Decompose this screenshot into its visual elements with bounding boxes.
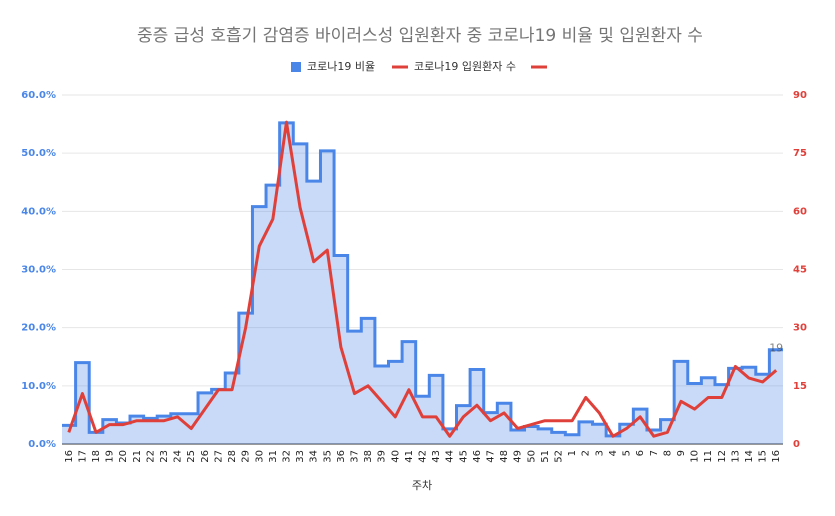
x-tick-label: 16 — [64, 450, 75, 463]
y-tick-label: 50.0% — [21, 148, 56, 159]
x-tick-label: 40 — [390, 450, 401, 463]
y-tick-label: 0.0% — [28, 439, 56, 450]
x-tick-label: 2 — [581, 450, 592, 456]
legend-swatch — [291, 62, 301, 72]
y2-tick-label: 75 — [793, 148, 807, 159]
x-tick-label: 47 — [486, 450, 497, 463]
x-tick-label: 12 — [717, 450, 728, 463]
x-tick-label: 7 — [649, 450, 660, 456]
x-tick-label: 52 — [554, 450, 565, 463]
x-tick-label: 51 — [540, 450, 551, 463]
y2-tick-label: 90 — [793, 90, 807, 101]
x-tick-label: 32 — [281, 450, 292, 463]
legend-label: 코로나19 비율 — [307, 60, 375, 73]
x-tick-label: 37 — [349, 450, 360, 463]
x-tick-label: 46 — [472, 450, 483, 463]
x-tick-label: 6 — [635, 450, 646, 456]
x-tick-label: 38 — [363, 450, 374, 463]
x-tick-label: 48 — [499, 450, 510, 463]
x-tick-label: 36 — [336, 450, 347, 463]
x-tick-label: 35 — [322, 450, 333, 463]
chart-title: 중증 급성 호흡기 감염증 바이러스성 입원환자 중 코로나19 비율 및 입원… — [137, 26, 703, 46]
x-tick-label: 25 — [186, 450, 197, 463]
x-tick-label: 49 — [513, 450, 524, 463]
y2-tick-label: 0 — [793, 439, 800, 450]
step-line — [62, 121, 783, 438]
legend: 코로나19 비율 코로나19 입원환자 수 — [291, 60, 547, 73]
x-tick-label: 14 — [744, 450, 755, 463]
x-tick-label: 24 — [173, 450, 184, 463]
x-tick-label: 5 — [622, 450, 633, 456]
x-axis-title: 주차 — [412, 479, 432, 492]
x-tick-label: 33 — [295, 450, 306, 463]
x-tick-label: 41 — [404, 450, 415, 463]
x-tick-label: 50 — [526, 450, 537, 463]
x-tick-label: 44 — [445, 450, 456, 463]
step-area — [62, 122, 783, 445]
x-tick-label: 27 — [213, 450, 224, 463]
legend-label: 코로나19 입원환자 수 — [414, 60, 516, 73]
x-tick-label: 9 — [676, 450, 687, 456]
y-tick-label: 60.0% — [21, 90, 56, 101]
x-tick-label: 21 — [132, 450, 143, 463]
y-tick-label: 20.0% — [21, 323, 56, 334]
x-tick-label: 39 — [377, 450, 388, 463]
x-tick-label: 1 — [567, 450, 578, 456]
data-label: 19 — [769, 341, 783, 354]
x-tick-label: 29 — [241, 450, 252, 463]
x-tick-label: 42 — [418, 450, 429, 463]
y2-tick-label: 30 — [793, 323, 807, 334]
y-tick-label: 40.0% — [21, 206, 56, 217]
y2-tick-label: 60 — [793, 206, 807, 217]
x-tick-label: 3 — [594, 450, 605, 456]
x-tick-label: 31 — [268, 450, 279, 463]
x-tick-label: 20 — [118, 450, 129, 463]
x-tick-label: 19 — [105, 450, 116, 463]
x-tick-label: 18 — [91, 450, 102, 463]
y2-tick-label: 45 — [793, 265, 807, 276]
x-tick-label: 13 — [730, 450, 741, 463]
y-tick-label: 30.0% — [21, 265, 56, 276]
x-tick-label: 10 — [690, 450, 701, 463]
x-tick-label: 11 — [703, 450, 714, 463]
x-tick-label: 22 — [145, 450, 156, 463]
x-tick-label: 43 — [431, 450, 442, 463]
y2-tick-label: 15 — [793, 381, 807, 392]
line — [67, 120, 778, 438]
x-tick-label: 4 — [608, 450, 619, 456]
x-tick-label: 8 — [662, 450, 673, 456]
x-tick-label: 15 — [758, 450, 769, 463]
x-tick-label: 26 — [200, 450, 211, 463]
x-tick-label: 45 — [458, 450, 469, 463]
y-tick-label: 10.0% — [21, 381, 56, 392]
x-tick-label: 16 — [771, 450, 782, 463]
x-tick-label: 28 — [227, 450, 238, 463]
x-tick-label: 17 — [77, 450, 88, 463]
x-tick-label: 34 — [309, 450, 320, 463]
x-tick-label: 30 — [254, 450, 265, 463]
x-tick-label: 23 — [159, 450, 170, 463]
